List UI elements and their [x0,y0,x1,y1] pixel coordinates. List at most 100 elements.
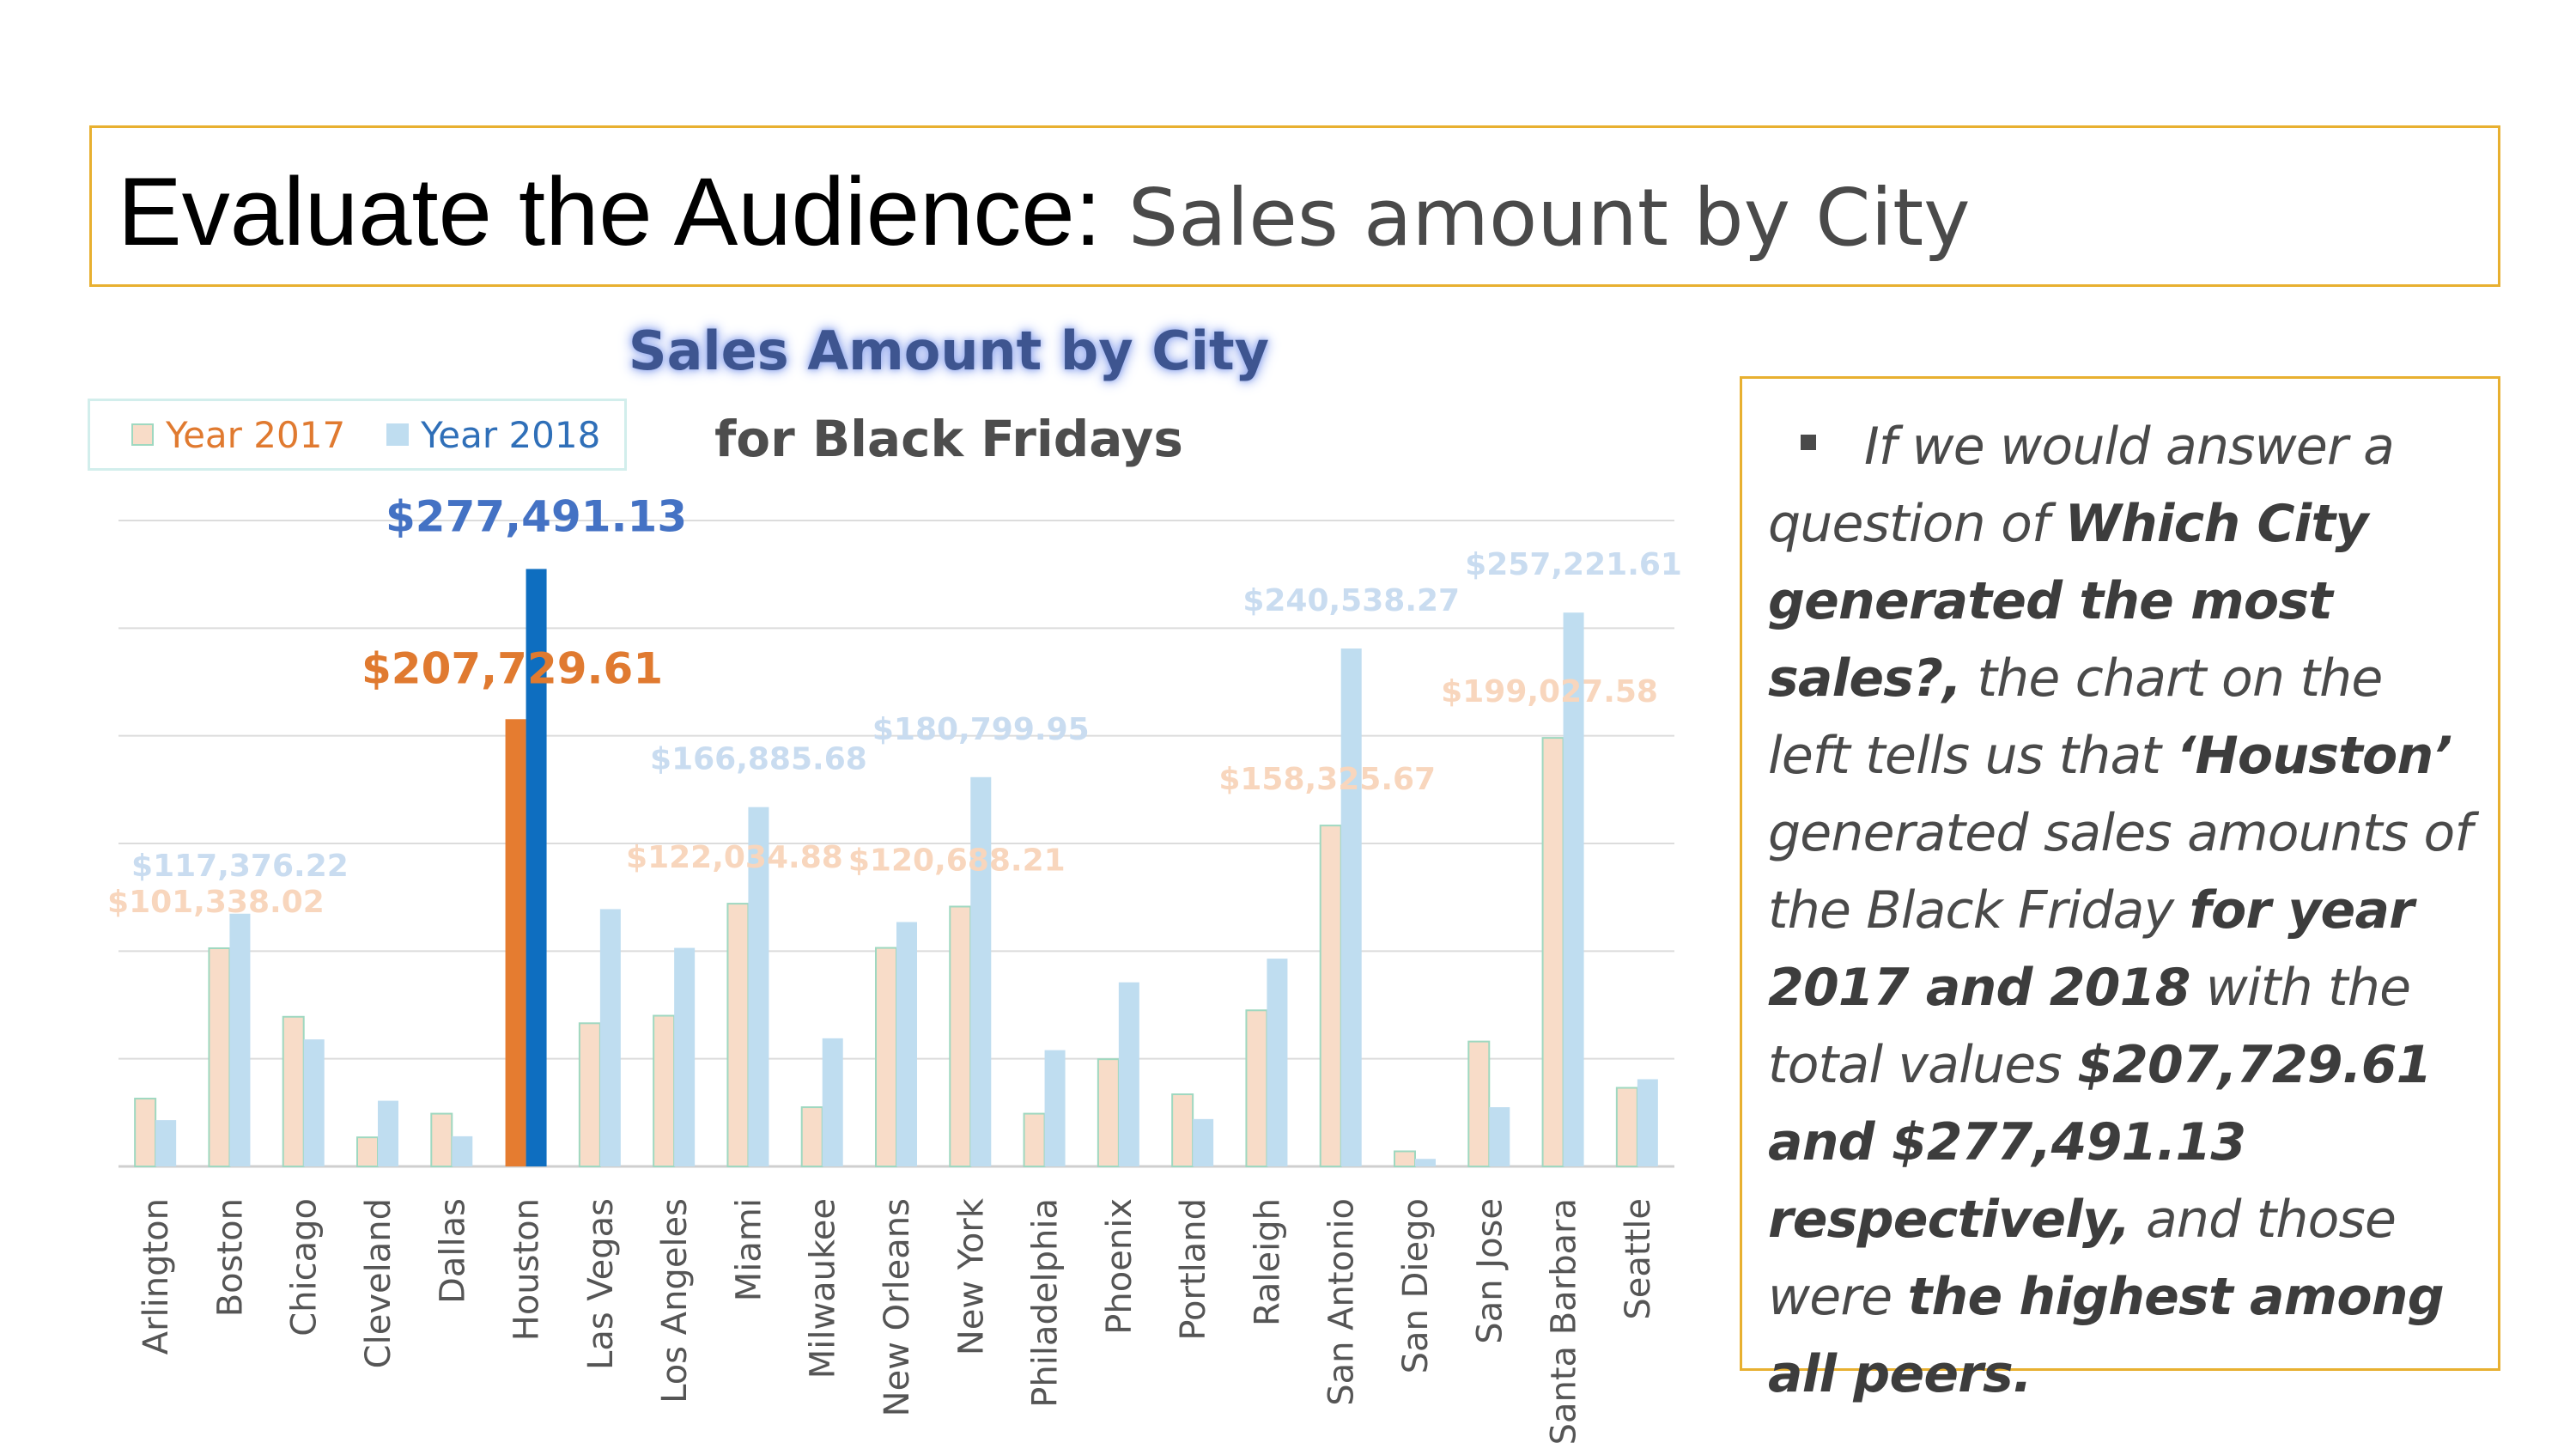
bar-2017 [208,947,231,1167]
slide-title-box: Evaluate the Audience: Sales amount by C… [89,125,2500,287]
x-tick-label: Phoenix [1100,1198,1139,1335]
x-tick-label: New Orleans [878,1198,917,1416]
bar-2018 [896,922,917,1166]
bar-2017 [578,1022,601,1167]
x-tick-label: Santa Barbara [1545,1198,1584,1445]
x-tick-label: San Antonio [1322,1198,1362,1406]
x-tick-label: Las Vegas [581,1198,621,1370]
x-tick-label: Dallas [433,1198,472,1304]
bar-2017 [653,1014,676,1167]
data-label-2018: $257,221.61 [1465,547,1682,582]
bar-2017 [726,903,750,1167]
slide-title: Evaluate the Audience: Sales amount by C… [118,164,1971,260]
bar-2017 [949,905,972,1167]
bar-2018 [452,1135,473,1166]
bar-2018 [748,807,769,1166]
data-label-2018: $277,491.13 [386,491,687,541]
note-text-5: and those were [1768,1190,2397,1327]
x-tick-label: Milwaukee [804,1198,843,1379]
bar-2018 [1267,959,1288,1166]
legend-item-2017: Year 2017 [131,414,345,456]
x-tick-label: Cleveland [359,1198,398,1368]
note-bold-1: Which City generated the most sales?, [1768,494,2368,709]
bar-2018 [1118,982,1139,1166]
legend-label-2017: Year 2017 [166,413,346,456]
note-text-2: the chart on the left tells us that [1768,648,2383,786]
bar-2017 [282,1015,305,1167]
bar-2017 [134,1098,157,1168]
bar-2018 [1415,1159,1436,1166]
slide-title-main: Evaluate the Audience: [118,158,1102,265]
legend-swatch-2018 [386,423,410,446]
bar-2017 [430,1112,453,1168]
legend-item-2018: Year 2018 [386,414,600,456]
data-label-2018: $240,538.27 [1242,583,1460,618]
x-tick-label: Philadelphia [1026,1198,1066,1408]
chart-title: Sales Amount by City [628,320,1270,382]
bullet-icon [1801,435,1816,451]
x-tick-label: Houston [507,1198,547,1341]
x-tick-label: San Jose [1470,1198,1510,1344]
x-tick-label: New York [951,1197,991,1355]
data-label-2017: $122,034.88 [626,840,843,875]
note-text-4: with the total values [1768,958,2411,1095]
x-tick-label: Raleigh [1248,1198,1287,1326]
bar-2018 [1489,1107,1510,1166]
bar-2017 [875,947,897,1168]
note-text-1: If we would answer a question of [1768,417,2395,554]
bar-2017 [1467,1040,1491,1167]
bar-2017 [1319,825,1342,1167]
data-label-2018: $166,885.68 [650,742,867,777]
bar-2018 [1637,1079,1658,1166]
data-label-2017: $199,027.58 [1441,674,1658,709]
bar-2018 [229,913,251,1166]
x-tick-label: Portland [1174,1198,1213,1341]
x-tick-label: Boston [210,1198,250,1317]
x-tick-label: Los Angeles [655,1198,695,1403]
x-tick-label: Arlington [137,1198,176,1355]
note-bold-3: for year 2017 and 2018 [1768,880,2415,1018]
chart-subtitle: for Black Fridays [714,410,1183,468]
insight-note: If we would answer a question of Which C… [1740,376,2500,1404]
data-label-2018: $180,799.95 [872,712,1090,747]
bar-2017 [505,719,526,1166]
data-label-2017: $101,338.02 [107,885,325,920]
bar-2018 [822,1038,843,1166]
bar-2017 [1394,1150,1416,1168]
slide-title-sub: Sales amount by City [1127,172,1971,264]
bar-2017 [356,1136,379,1168]
bar-2018 [970,776,992,1166]
bar-2017 [800,1106,823,1167]
bar-2017 [1171,1093,1194,1167]
bar-2018 [1563,612,1584,1166]
x-tick-label: Seattle [1619,1198,1658,1320]
bar-2017 [1541,737,1564,1167]
bar-2018 [1340,648,1362,1166]
data-label-2017: $207,729.61 [361,643,663,693]
bar-2018 [599,909,621,1166]
bar-2018 [155,1120,177,1166]
note-bold-4: $207,729.61 and $277,491.13 respectively… [1768,1035,2432,1250]
bar-2018 [303,1039,325,1166]
bar-2017 [1097,1058,1120,1167]
bar-2018 [378,1100,398,1166]
x-tick-label: San Diego [1396,1198,1436,1373]
note-bold-5: the highest among all peers. [1768,1267,2445,1404]
bar-2017 [1615,1087,1638,1168]
bar-2018 [1044,1050,1066,1166]
x-tick-label: Miami [729,1198,769,1301]
bar-2017 [1245,1009,1268,1168]
note-text-3: generated sales amounts of the Black Fri… [1768,803,2473,941]
note-bold-2: ‘Houston’ [2176,726,2453,786]
data-label-2018: $117,376.22 [131,849,349,884]
bar-2018 [674,947,696,1166]
data-label-2017: $120,688.21 [848,843,1066,878]
bar-2017 [1023,1112,1046,1168]
bar-2018 [1193,1118,1214,1166]
data-label-2017: $158,325.67 [1218,762,1436,797]
x-tick-label: Chicago [285,1198,325,1336]
bar-2018 [526,569,547,1166]
legend-swatch-2017 [131,423,154,446]
legend-label-2018: Year 2018 [421,413,601,456]
